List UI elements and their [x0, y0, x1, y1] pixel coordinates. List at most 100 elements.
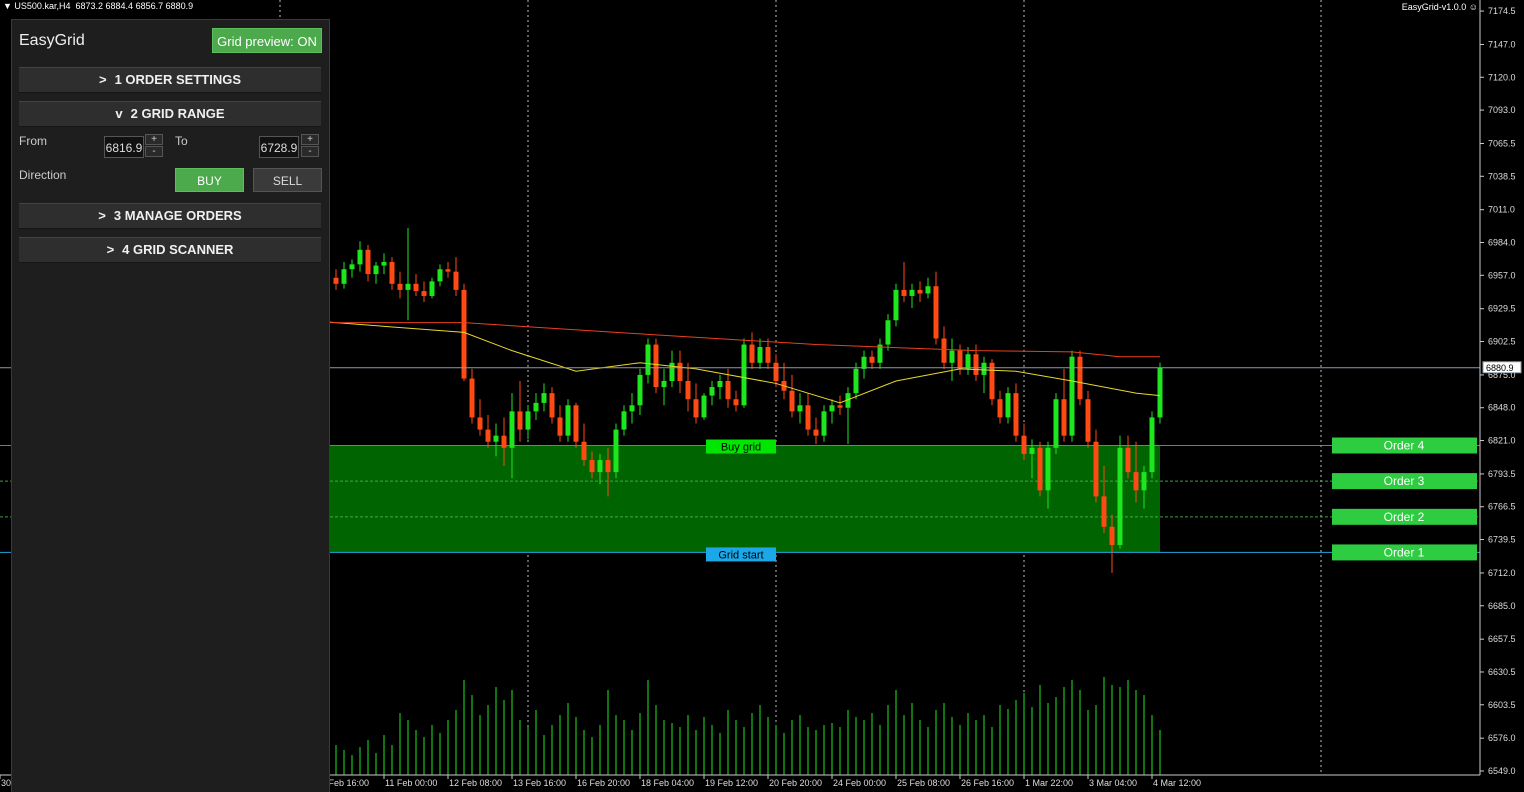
high: 6884.4 — [105, 1, 134, 11]
candle-body — [549, 393, 555, 418]
current-price-tag — [1482, 361, 1522, 374]
candle-body — [741, 344, 747, 406]
candle-body — [893, 289, 899, 321]
candle-body — [1061, 399, 1067, 436]
candle-body — [405, 283, 411, 290]
candle-body — [1085, 399, 1091, 442]
y-tick-label: 6793.5 — [1488, 469, 1516, 479]
y-tick-label: 7038.5 — [1488, 171, 1516, 181]
y-tick-label: 6657.5 — [1488, 634, 1516, 644]
candle-body — [837, 405, 843, 408]
step-up[interactable]: + — [145, 134, 163, 145]
close: 6880.9 — [165, 1, 194, 11]
candle-body — [445, 269, 451, 272]
candle-body — [909, 289, 915, 296]
step-up[interactable]: + — [301, 134, 319, 145]
candle-body — [429, 281, 435, 296]
candle-body — [957, 350, 963, 369]
candle-body — [1045, 447, 1051, 491]
order-label: Order 2 — [1384, 510, 1425, 524]
candle-body — [573, 405, 579, 442]
candle-body — [965, 354, 971, 369]
y-tick-label: 7011.0 — [1488, 205, 1515, 215]
section-label: 3 MANAGE ORDERS — [113, 208, 242, 223]
candle-body — [389, 261, 395, 284]
candle-body — [821, 411, 827, 436]
step-down[interactable]: - — [145, 146, 163, 157]
section-label: 2 GRID RANGE — [130, 106, 225, 121]
candle-body — [789, 390, 795, 412]
candle-body — [1029, 447, 1035, 454]
candle-body — [773, 362, 779, 382]
candle-body — [709, 387, 715, 396]
order-label: Order 4 — [1384, 439, 1425, 453]
candle-body — [413, 283, 419, 292]
candle-body — [853, 368, 859, 394]
x-tick-label: 4 Mar 12:00 — [1153, 778, 1201, 788]
x-tick-label: 20 Feb 20:00 — [769, 778, 822, 788]
candle-body — [605, 459, 611, 473]
candle-body — [397, 283, 403, 290]
candle-body — [421, 291, 427, 296]
sell-button[interactable]: SELL — [253, 168, 322, 192]
indicator-name: EasyGrid-v1.0.0 — [1401, 2, 1467, 12]
moving-average — [304, 322, 1160, 358]
buy-button[interactable]: BUY — [175, 168, 244, 192]
candle-body — [1093, 441, 1099, 497]
from-input[interactable]: 6816.9 — [104, 136, 144, 158]
section-label: 4 GRID SCANNER — [122, 242, 234, 257]
preview-toggle[interactable]: Grid preview: ON — [212, 28, 322, 53]
section-header[interactable]: v 2 GRID RANGE — [19, 101, 321, 127]
candle-body — [805, 405, 811, 430]
y-tick-label: 6739.5 — [1488, 535, 1516, 545]
candle-body — [557, 417, 563, 436]
to-input[interactable]: 6728.9 — [259, 136, 299, 158]
section-header[interactable]: >3 MANAGE ORDERS — [19, 203, 321, 229]
to-label: To — [175, 134, 188, 148]
easygrid-panel: EasyGrid Grid preview: ON >1 ORDER SETTI… — [11, 19, 330, 792]
candle-body — [469, 378, 475, 418]
candle-body — [845, 393, 851, 408]
candle-body — [1021, 435, 1027, 454]
candle-body — [733, 399, 739, 406]
candle-body — [949, 350, 955, 363]
order-label-box — [1332, 544, 1477, 561]
candle-body — [725, 381, 731, 400]
order-label: Order 3 — [1384, 474, 1425, 488]
candle-body — [565, 405, 571, 436]
candle-body — [621, 411, 627, 430]
candle-body — [493, 435, 499, 442]
grid-start-tag — [706, 547, 776, 562]
x-tick-label: 1 Mar 22:00 — [1025, 778, 1073, 788]
x-tick-label: 26 Feb 16:00 — [961, 778, 1014, 788]
candle-body — [1069, 356, 1075, 436]
buy-grid-tag — [706, 439, 776, 454]
y-tick-label: 7147.0 — [1488, 39, 1516, 49]
candle-body — [885, 320, 891, 345]
section-header[interactable]: >1 ORDER SETTINGS — [19, 67, 321, 93]
candle-body — [1125, 447, 1131, 473]
candle-body — [509, 411, 515, 448]
candle-body — [589, 459, 595, 473]
candle-body — [901, 289, 907, 296]
candle-body — [877, 344, 883, 363]
direction-label: Direction — [19, 168, 67, 182]
y-tick-label: 7120.0 — [1488, 72, 1516, 82]
step-down[interactable]: - — [301, 146, 319, 157]
y-tick-label: 6821.0 — [1488, 436, 1516, 446]
candle-body — [861, 356, 867, 369]
candle-body — [597, 459, 603, 473]
y-tick-label: 7174.5 — [1488, 6, 1516, 16]
candle-body — [917, 289, 923, 294]
candle-body — [541, 393, 547, 403]
candle-body — [1149, 417, 1155, 473]
y-tick-label: 6712.0 — [1488, 568, 1516, 578]
candle-body — [1133, 472, 1139, 491]
section-header[interactable]: >4 GRID SCANNER — [19, 237, 321, 263]
x-tick-label: 18 Feb 04:00 — [641, 778, 694, 788]
candle-body — [341, 269, 347, 284]
candle-body — [373, 265, 379, 275]
candle-body — [973, 354, 979, 375]
y-tick-label: 6630.5 — [1488, 667, 1516, 677]
candle-body — [717, 381, 723, 388]
